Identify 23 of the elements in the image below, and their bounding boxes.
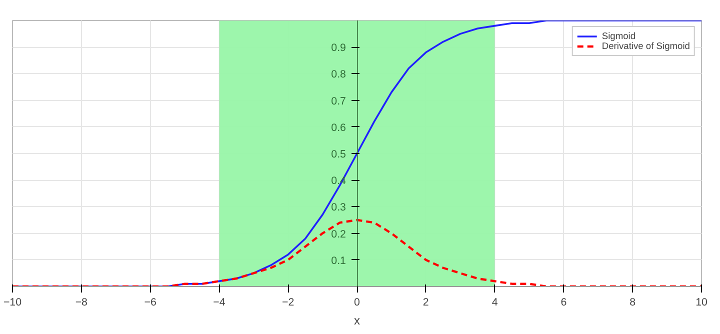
x-tick-label: 6 [560,296,567,308]
y-tick-label: 0.1 [331,254,346,267]
y-tick-label: 0.3 [331,202,346,214]
y-tick-label: 0.2 [331,228,346,240]
x-tick-label: −2 [282,296,294,308]
x-tick-label: −8 [75,296,88,308]
x-tick-label: 4 [492,296,498,308]
x-tick-label: −10 [3,296,22,308]
legend-label: Sigmoid [602,31,636,41]
y-tick-label: 0.7 [331,95,346,108]
legend-label: Derivative of Sigmoid [602,41,690,51]
x-tick-label: −4 [213,296,226,308]
line-series [12,218,702,286]
x-tick-label: −6 [144,296,156,308]
y-tick-label: 0.8 [331,68,346,81]
x-tick-label: 2 [422,296,429,308]
x-tick-label: 8 [630,296,636,308]
x-tick-label: 0 [354,296,360,308]
y-tick-label: 0.5 [331,148,346,160]
y-tick-label: 0.6 [331,122,346,134]
x-axis-title: x [354,314,360,328]
y-tick-label: 0.9 [331,42,346,54]
x-tick-label: 10 [696,296,708,308]
